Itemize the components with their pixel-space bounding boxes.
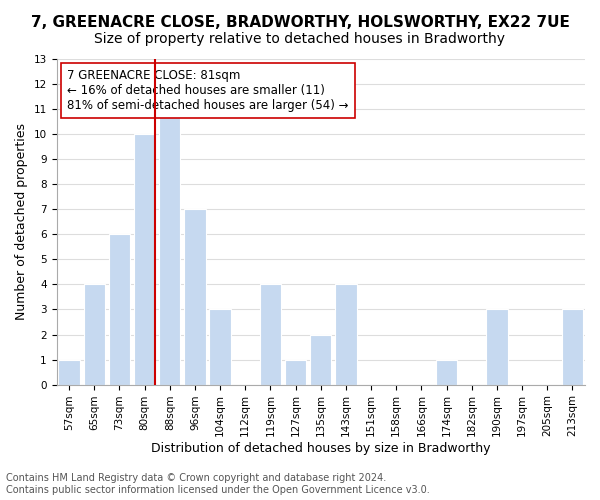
X-axis label: Distribution of detached houses by size in Bradworthy: Distribution of detached houses by size … xyxy=(151,442,491,455)
Bar xyxy=(109,234,130,384)
Text: 7, GREENACRE CLOSE, BRADWORTHY, HOLSWORTHY, EX22 7UE: 7, GREENACRE CLOSE, BRADWORTHY, HOLSWORT… xyxy=(31,15,569,30)
Bar xyxy=(310,334,331,384)
Y-axis label: Number of detached properties: Number of detached properties xyxy=(15,124,28,320)
Bar xyxy=(184,210,206,384)
Bar xyxy=(436,360,457,384)
Bar xyxy=(83,284,105,384)
Bar xyxy=(335,284,356,384)
Bar xyxy=(209,310,231,384)
Bar xyxy=(486,310,508,384)
Text: Size of property relative to detached houses in Bradworthy: Size of property relative to detached ho… xyxy=(95,32,505,46)
Text: Contains HM Land Registry data © Crown copyright and database right 2024.
Contai: Contains HM Land Registry data © Crown c… xyxy=(6,474,430,495)
Bar xyxy=(285,360,306,384)
Bar xyxy=(58,360,80,384)
Bar xyxy=(134,134,155,384)
Bar xyxy=(260,284,281,384)
Bar xyxy=(159,109,181,384)
Bar xyxy=(562,310,583,384)
Text: 7 GREENACRE CLOSE: 81sqm
← 16% of detached houses are smaller (11)
81% of semi-d: 7 GREENACRE CLOSE: 81sqm ← 16% of detach… xyxy=(67,69,349,112)
